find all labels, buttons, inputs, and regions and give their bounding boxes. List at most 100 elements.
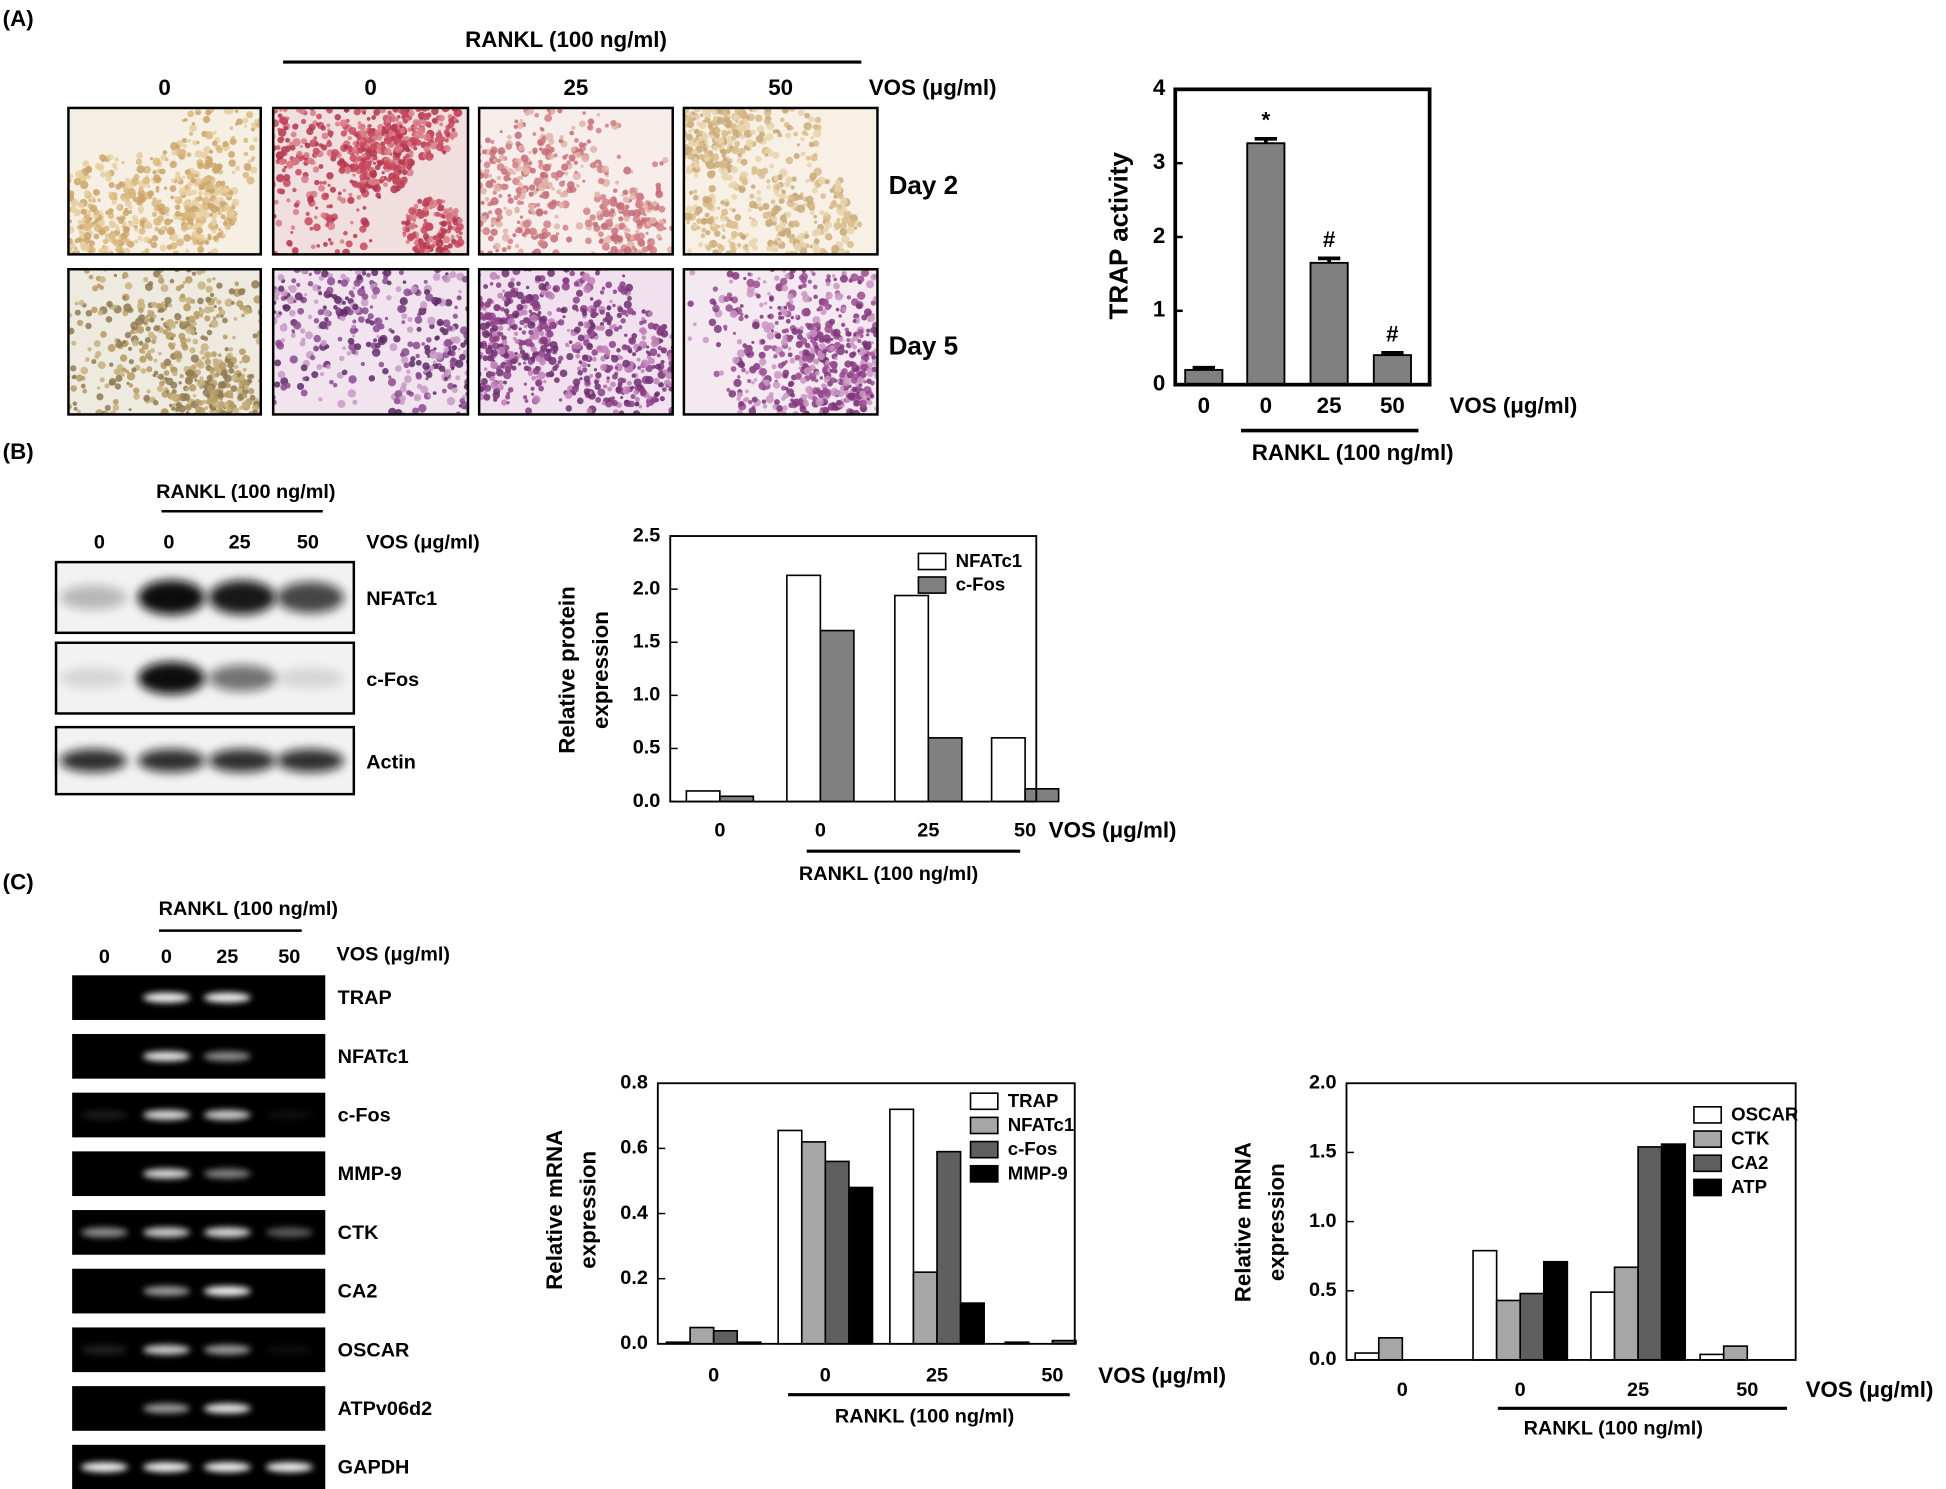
cell: [359, 129, 367, 136]
cell: [555, 170, 564, 178]
cell: [725, 216, 729, 221]
cell: [408, 207, 417, 215]
cell: [171, 406, 176, 411]
cell: [645, 231, 649, 235]
cell: [142, 176, 151, 185]
cell: [163, 370, 170, 376]
cell: [313, 223, 321, 232]
cell: [320, 125, 326, 131]
cell: [687, 153, 694, 160]
cell: [226, 210, 235, 219]
cell: [105, 210, 110, 215]
cell: [122, 340, 126, 344]
cell: [590, 145, 598, 153]
cell: [538, 159, 543, 165]
cell: [292, 208, 300, 216]
cell: [784, 180, 791, 188]
cell: [73, 202, 77, 206]
cell: [614, 371, 619, 376]
cell: [325, 223, 330, 227]
cell: [96, 386, 101, 390]
cell: [229, 126, 234, 130]
cell: [331, 293, 338, 300]
cell: [219, 361, 227, 370]
panel-label: (C): [3, 869, 34, 894]
cell: [435, 239, 444, 248]
cell: [666, 246, 673, 254]
cell: [351, 324, 356, 329]
cell: [442, 319, 451, 328]
cell: [199, 350, 204, 355]
cell: [777, 175, 783, 181]
cell: [133, 387, 140, 394]
cell: [432, 360, 437, 365]
cell: [289, 309, 296, 317]
cell: [618, 222, 626, 230]
cell: [123, 247, 131, 255]
cell: [724, 119, 733, 128]
cell: [199, 314, 203, 318]
cell: [199, 379, 206, 386]
cell: [114, 157, 119, 162]
micrograph-frame: [67, 106, 263, 256]
cell: [420, 385, 429, 394]
cell: [514, 228, 520, 234]
cell: [492, 184, 501, 192]
cell: [656, 223, 665, 232]
cell: [432, 273, 441, 281]
cell: [242, 367, 247, 372]
cell: [128, 358, 135, 365]
cell: [116, 227, 121, 232]
cell: [643, 202, 647, 207]
cell: [347, 389, 356, 398]
cell: [322, 180, 327, 185]
cell: [139, 355, 147, 363]
cell: [616, 154, 622, 159]
cell: [348, 375, 357, 384]
cell: [275, 145, 281, 151]
cell: [446, 325, 453, 332]
cell: [361, 307, 369, 315]
cell: [397, 133, 403, 139]
cell: [292, 187, 297, 193]
cell: [337, 191, 342, 196]
cell: [211, 388, 219, 396]
cell: [250, 122, 256, 127]
cell: [194, 150, 203, 158]
cell: [312, 166, 320, 173]
cell: [204, 406, 209, 410]
cell: [352, 141, 358, 146]
cell: [406, 369, 411, 375]
cell: [80, 208, 87, 215]
cell: [73, 406, 78, 411]
cell: [503, 206, 507, 211]
cell: [520, 187, 527, 194]
cell: [223, 107, 232, 115]
cell: [480, 200, 485, 205]
cell: [198, 209, 206, 217]
cell: [626, 228, 631, 233]
cell: [170, 195, 175, 200]
cell: [348, 192, 353, 197]
cell: [606, 235, 611, 239]
cell: [162, 150, 168, 155]
cell: [499, 130, 503, 134]
cell: [357, 125, 362, 130]
cell: [294, 292, 303, 301]
cell: [212, 316, 217, 321]
cell: [88, 198, 92, 203]
cell: [220, 372, 224, 376]
cell: [601, 242, 610, 251]
cell: [316, 363, 323, 371]
cell: [286, 160, 294, 168]
cell: [683, 146, 692, 156]
cell: [104, 383, 110, 389]
cell: [291, 247, 299, 254]
cell: [82, 388, 88, 394]
cell: [562, 154, 568, 160]
cell: [73, 208, 81, 217]
cell: [121, 373, 126, 377]
cell: [691, 167, 697, 172]
cell: [350, 293, 355, 298]
cell: [541, 191, 550, 200]
